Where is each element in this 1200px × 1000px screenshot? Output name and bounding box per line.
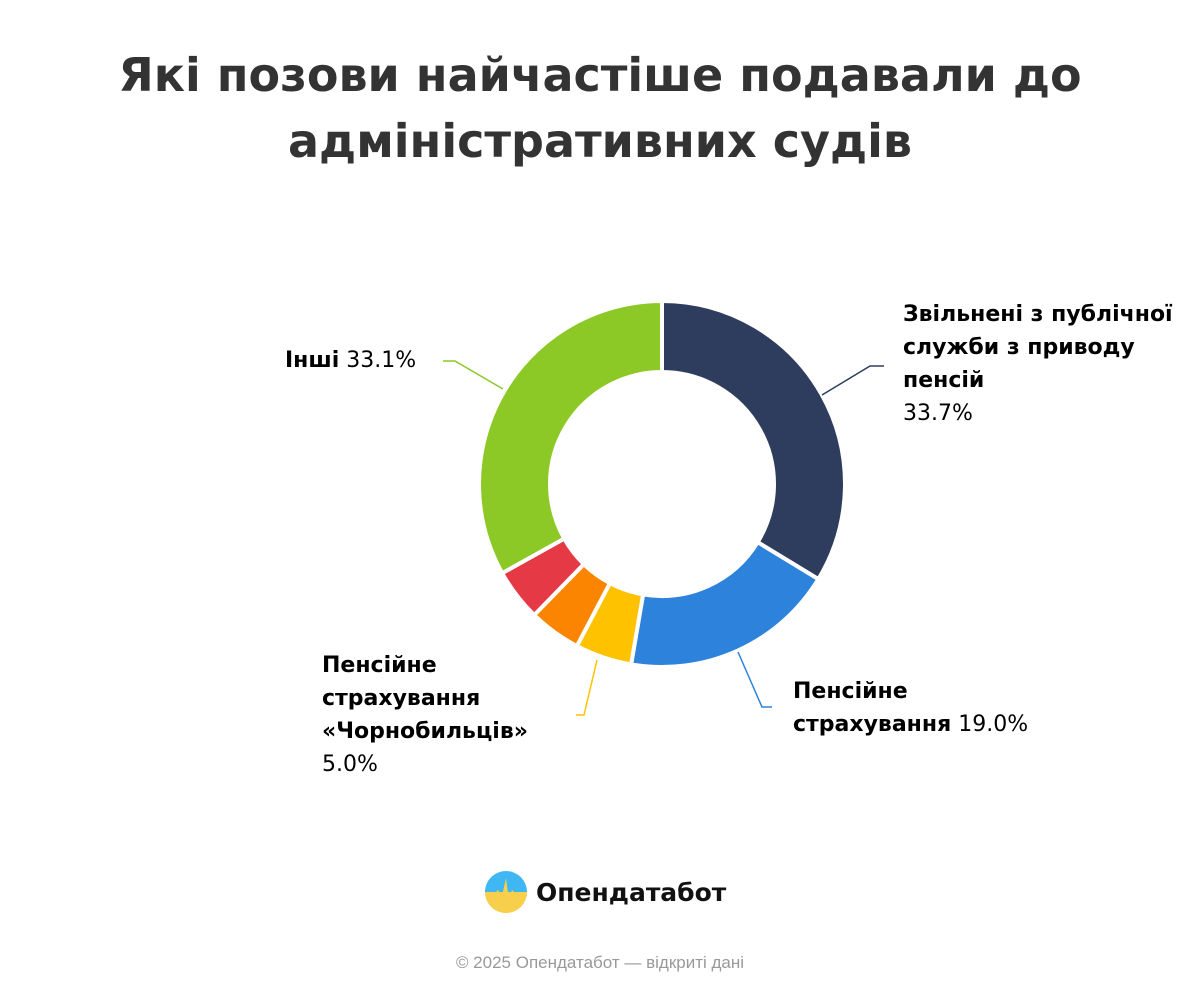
label-slice-1: Пенсійне страхування 19.0% (793, 675, 1073, 741)
label-slice-5: Інші 33.1% (285, 344, 416, 377)
slice-value: 33.1% (346, 348, 417, 373)
brand-logo: Опендатабот (484, 870, 726, 914)
slice-5 (477, 299, 664, 576)
footer-text: © 2025 Опендатабот — відкриті дані (455, 953, 745, 972)
slice-1 (629, 540, 821, 669)
slice-0 (660, 299, 847, 582)
slice-value: 33.7% (903, 401, 973, 426)
chart-title: Які позови найчастіше подавали до адміні… (118, 48, 1082, 168)
leader-line-0 (821, 365, 884, 396)
label-slice-0: Звільнені з публічної служби з приводу п… (903, 298, 1193, 430)
slice-value: 5.0% (322, 752, 378, 777)
leader-line-1 (737, 651, 772, 708)
slice-value: 19.0% (958, 712, 1029, 737)
leader-line-5 (443, 360, 504, 390)
slice-name: Звільнені з публічної служби з приводу п… (903, 302, 1173, 393)
logo-icon (485, 871, 527, 913)
leader-line-2 (576, 659, 598, 716)
slice-name: Пенсійне страхування «Чорнобильців» (322, 653, 528, 744)
brand-name: Опендатабот (536, 877, 727, 907)
slice-name: Інші (285, 348, 340, 373)
label-slice-2: Пенсійне страхування «Чорнобильців» 5.0% (322, 649, 572, 781)
slice-name: Пенсійне страхування (793, 679, 952, 737)
